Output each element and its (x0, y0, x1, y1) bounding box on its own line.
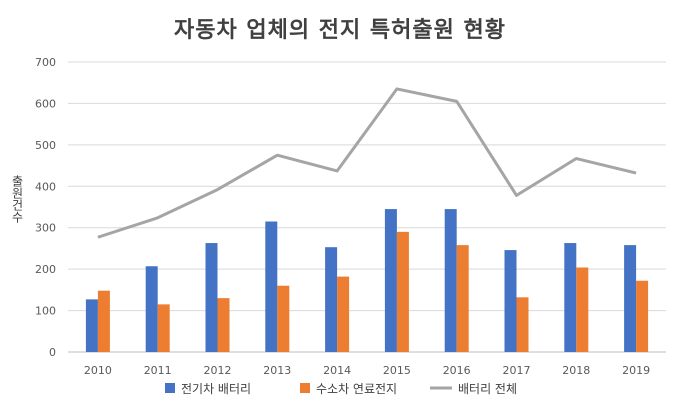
x-tick-label: 2012 (204, 364, 232, 377)
bar (205, 243, 218, 352)
y-axis-label: 출원건수 (10, 175, 24, 223)
x-tick-label: 2014 (323, 364, 351, 377)
bar (337, 276, 350, 352)
bar (157, 304, 170, 352)
chart-title: 자동차 업체의 전지 특허출원 현황 (174, 18, 506, 43)
bar (265, 221, 278, 352)
bar (516, 297, 529, 352)
legend-label: 전기차 배터리 (181, 382, 251, 396)
x-tick-label: 2011 (144, 364, 172, 377)
bar (636, 280, 649, 352)
bar (277, 285, 290, 352)
series-line (97, 87, 637, 239)
legend-label: 수소차 연료전지 (316, 382, 397, 396)
x-tick-label: 2015 (383, 364, 411, 377)
bar (564, 243, 577, 352)
x-tick-label: 2019 (622, 364, 650, 377)
y-tick-label: 0 (49, 346, 56, 359)
bar (504, 250, 517, 352)
y-tick-label: 200 (35, 263, 56, 276)
bar (624, 245, 637, 352)
bar (576, 267, 589, 352)
legend-swatch (300, 383, 310, 393)
bar (97, 290, 110, 352)
x-tick-label: 2013 (263, 364, 291, 377)
y-tick-label: 500 (35, 139, 56, 152)
y-tick-label: 400 (35, 180, 56, 193)
y-tick-label: 700 (35, 56, 56, 69)
x-tick-label: 2016 (443, 364, 471, 377)
bar (85, 299, 98, 352)
y-tick-label: 100 (35, 305, 56, 318)
legend-swatch (165, 383, 175, 393)
x-tick-label: 2010 (84, 364, 112, 377)
bar (396, 231, 409, 352)
y-tick-label: 600 (35, 97, 56, 110)
legend-label: 배터리 전체 (458, 382, 517, 396)
bar (384, 209, 397, 352)
bar (325, 247, 338, 352)
y-tick-label: 300 (35, 222, 56, 235)
bar (444, 209, 457, 352)
bar (456, 245, 469, 352)
bar (145, 266, 158, 352)
x-tick-label: 2018 (562, 364, 590, 377)
bar (217, 298, 230, 352)
x-tick-label: 2017 (503, 364, 531, 377)
